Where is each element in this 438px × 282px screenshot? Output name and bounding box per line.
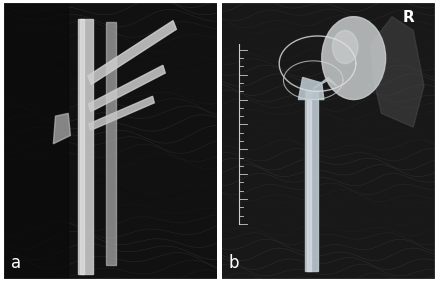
Circle shape <box>321 17 385 100</box>
Polygon shape <box>53 113 70 144</box>
Bar <box>304 91 317 271</box>
Polygon shape <box>313 78 336 89</box>
FancyArrow shape <box>88 21 176 85</box>
Bar <box>306 91 311 271</box>
Text: a: a <box>11 254 21 272</box>
Circle shape <box>332 30 357 64</box>
Text: R: R <box>402 10 413 25</box>
FancyArrow shape <box>88 96 154 131</box>
Bar <box>78 19 92 274</box>
Bar <box>80 19 84 274</box>
Text: b: b <box>228 254 238 272</box>
FancyArrow shape <box>88 65 165 112</box>
Polygon shape <box>298 78 323 100</box>
Polygon shape <box>370 17 423 127</box>
Bar <box>105 22 116 265</box>
Polygon shape <box>4 3 68 279</box>
